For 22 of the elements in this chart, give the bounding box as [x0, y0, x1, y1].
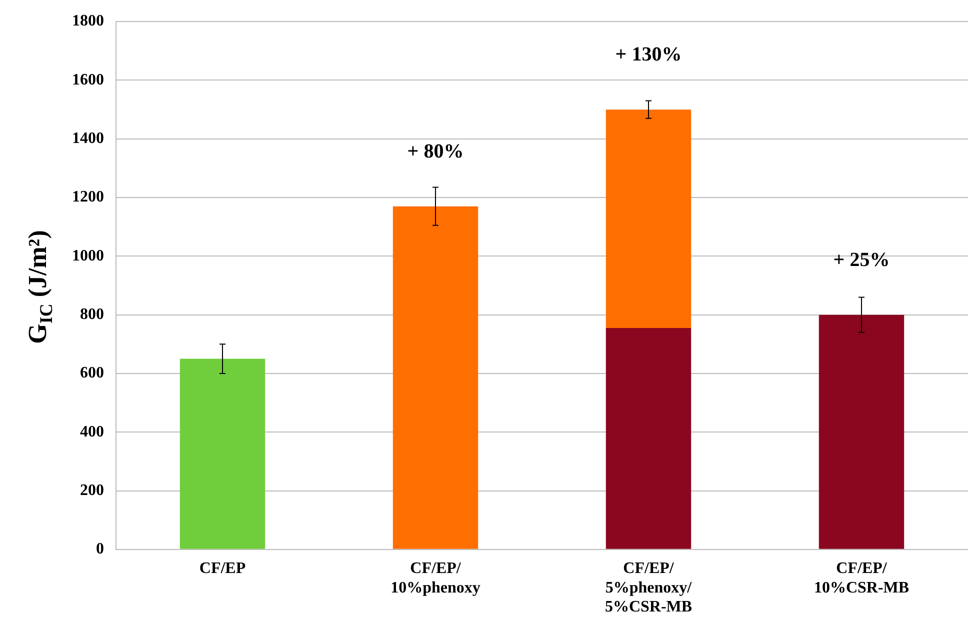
bar [606, 328, 692, 549]
y-tick-label: 1800 [72, 12, 104, 30]
bar [180, 358, 266, 549]
y-tick-label: 600 [80, 364, 104, 382]
y-tick-label: 400 [80, 423, 104, 440]
x-tick-label: CF/EP [199, 560, 246, 578]
y-tick-label: 200 [80, 482, 104, 499]
annotation: + 80% [407, 140, 464, 162]
x-tick-label: CF/EP/10%CSR-MB [814, 560, 910, 596]
annotation: + 25% [833, 248, 890, 271]
y-tick-label: 1000 [72, 247, 104, 264]
y-tick-label: 1400 [72, 130, 104, 148]
annotation: + 130% [615, 44, 682, 66]
y-tick-label: 800 [80, 306, 104, 323]
x-tick-label: CF/EP/5%phenoxy/5%CSR-MB [604, 560, 692, 616]
bar [392, 206, 478, 549]
y-tick-label: 1600 [72, 71, 104, 88]
x-tick-label: CF/EP/10%phenoxy [390, 560, 480, 596]
y-tick-label: 0 [96, 540, 104, 558]
y-tick-label: 1200 [72, 188, 104, 206]
bar [606, 110, 692, 328]
bar [818, 314, 904, 549]
